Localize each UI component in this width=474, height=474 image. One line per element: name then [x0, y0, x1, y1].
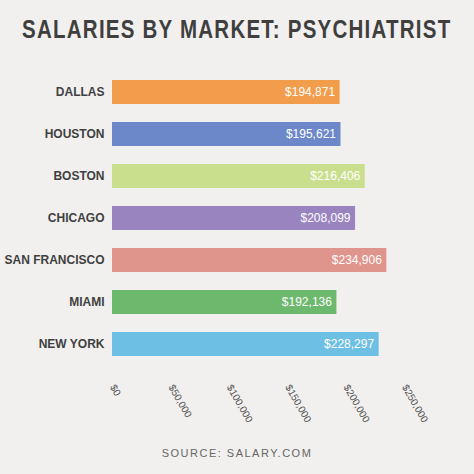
svg-text:CHICAGO: CHICAGO	[48, 211, 105, 225]
svg-text:$250,000: $250,000	[400, 383, 431, 425]
html-text:SOURCE: SALARY.COM: SOURCE: SALARY.COM	[161, 447, 313, 459]
svg-text:BOSTON: BOSTON	[53, 169, 104, 183]
svg-text:$228,297: $228,297	[324, 337, 374, 351]
svg-text:SAN FRANCISCO: SAN FRANCISCO	[4, 253, 104, 267]
svg-text:$100,000: $100,000	[225, 383, 256, 425]
svg-text:HOUSTON: HOUSTON	[45, 127, 105, 141]
svg-text:$195,621: $195,621	[286, 127, 336, 141]
svg-text:$200,000: $200,000	[342, 383, 373, 425]
svg-text:$0: $0	[108, 383, 123, 399]
svg-text:MIAMI: MIAMI	[69, 295, 104, 309]
html-text:SALARIES BY MARKET: PSYCHIATRI: SALARIES BY MARKET: PSYCHIATRIST	[22, 14, 452, 43]
svg-text:$216,406: $216,406	[310, 169, 360, 183]
svg-text:$194,871: $194,871	[285, 85, 335, 99]
svg-text:$150,000: $150,000	[283, 383, 314, 425]
svg-text:NEW YORK: NEW YORK	[39, 337, 105, 351]
svg-text:$50,000: $50,000	[166, 383, 194, 420]
svg-text:$208,099: $208,099	[300, 211, 350, 225]
svg-text:$192,136: $192,136	[282, 295, 332, 309]
svg-text:DALLAS: DALLAS	[56, 85, 105, 99]
svg-text:$234,906: $234,906	[332, 253, 382, 267]
